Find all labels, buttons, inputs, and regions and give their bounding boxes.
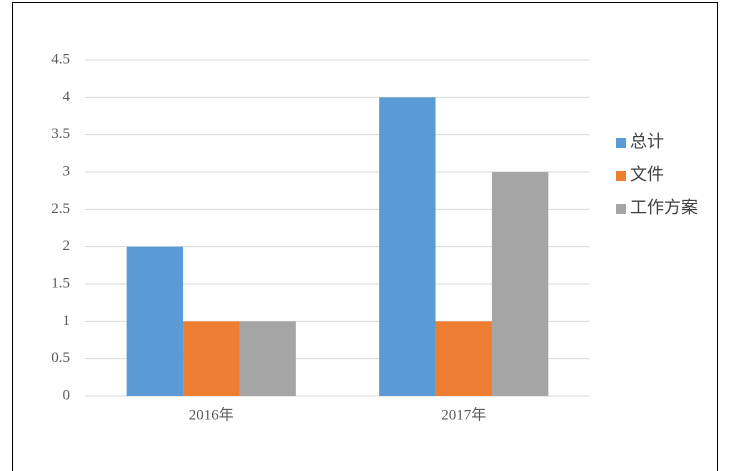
y-tick-label: 3 xyxy=(63,163,71,179)
legend-swatch xyxy=(616,204,626,214)
bar xyxy=(491,172,549,396)
y-tick-label: 0.5 xyxy=(51,350,70,366)
y-tick-label: 1 xyxy=(63,313,71,329)
y-tick-label: 0 xyxy=(63,387,71,403)
y-tick-label: 3.5 xyxy=(51,126,70,142)
bar xyxy=(239,321,296,396)
legend-label: 文件 xyxy=(630,165,664,184)
bar xyxy=(379,97,436,396)
y-tick-label: 2.5 xyxy=(51,201,70,217)
legend-swatch xyxy=(616,171,626,181)
bar xyxy=(126,246,184,396)
y-tick-label: 4.5 xyxy=(51,51,70,67)
chart-border xyxy=(12,2,718,471)
x-tick-label: 2016年 xyxy=(189,406,234,423)
y-tick-label: 2 xyxy=(63,238,71,254)
x-tick-label: 2017年 xyxy=(441,406,486,423)
y-tick-label: 4 xyxy=(63,89,71,105)
legend-label: 总计 xyxy=(630,132,664,151)
bar xyxy=(183,321,240,396)
legend-label: 工作方案 xyxy=(630,198,698,217)
legend-swatch xyxy=(616,138,626,148)
bar xyxy=(435,321,492,396)
y-tick-label: 1.5 xyxy=(51,275,70,291)
